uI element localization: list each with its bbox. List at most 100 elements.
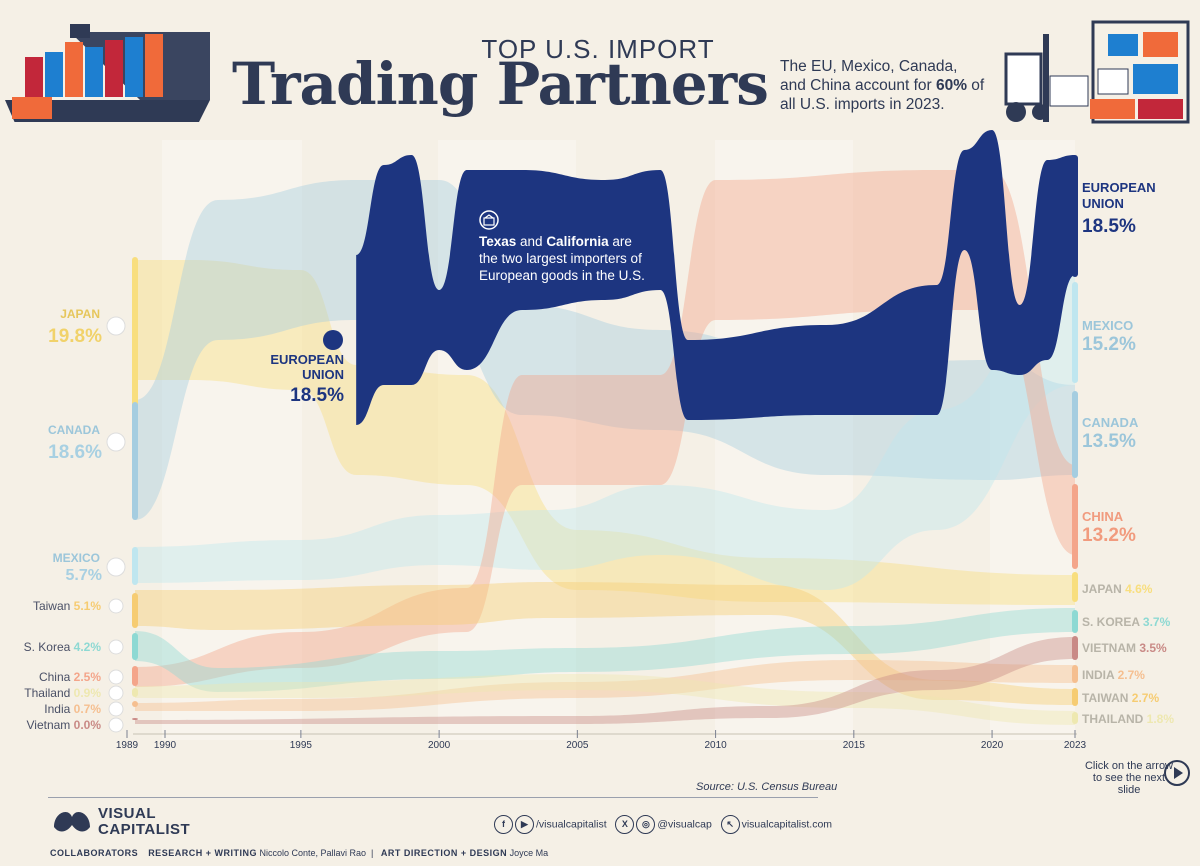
social-handle-1[interactable]: /visualcapitalist [536, 818, 607, 831]
annotation-connector: and [516, 234, 547, 249]
x-tick-label-2015: 2015 [843, 740, 866, 751]
eu-flag-icon [323, 330, 343, 350]
x-tick-label-2000: 2000 [428, 740, 451, 751]
subtitle-highlight: 60% [935, 77, 967, 94]
start-bar-korea [132, 633, 138, 660]
flag-icon-japan [106, 316, 126, 336]
x-tick-label-2020: 2020 [981, 740, 1004, 751]
end-bar-korea [1072, 610, 1078, 633]
building-icon [479, 210, 499, 230]
stream-eu [356, 130, 1075, 425]
eu-entry-pct: 18.5% [290, 385, 344, 406]
end-bar-eu [1072, 155, 1078, 277]
x-icon[interactable]: X [615, 815, 635, 834]
start-label-thailand: Thailand 0.9% [24, 686, 101, 700]
end-bar-mexico [1072, 282, 1078, 383]
eu-entry-name-1: EUROPEAN [270, 352, 344, 367]
art-names: Joyce Ma [509, 848, 549, 858]
website-link[interactable]: visualcapitalist.com [741, 818, 833, 831]
start-labels: JAPAN 19.8% CANADA 18.6% MEXICO 5.7% Taiwan 5.… [24, 307, 126, 733]
collaborators-label: COLLABORATORS [50, 848, 139, 858]
annotation-state-1: Texas [479, 234, 517, 249]
brand-logo-icon [50, 805, 94, 844]
flag-icon-korea [108, 639, 124, 655]
stream-mexico [135, 275, 1075, 590]
social-links: f ▶/visualcapitalist X ◎ @visualcap ↖ visual… [494, 815, 832, 834]
start-label-name-japan: JAPAN [60, 307, 100, 321]
end-label-pct-eu: 18.5% [1082, 216, 1136, 237]
start-label-china: China 2.5% [39, 670, 101, 684]
start-bar-japan [132, 257, 138, 410]
end-bar-china [1072, 484, 1078, 569]
annotation-text: are the two largest importers of Europea… [479, 234, 645, 283]
end-bar-india [1072, 665, 1078, 683]
subtitle-text-end: of all U.S. imports in 2023. [780, 77, 985, 113]
end-bar-vietnam [1072, 636, 1078, 660]
end-label-name2-eu: UNION [1082, 196, 1124, 211]
start-label-taiwan: Taiwan 5.1% [33, 599, 101, 613]
collaborators-line: COLLABORATORS RESEARCH + WRITING Niccolo… [50, 848, 549, 858]
footer-divider [48, 797, 818, 798]
end-label-vietnam: VIETNAM 3.5% [1082, 641, 1167, 655]
stream-india [135, 660, 1075, 711]
end-label-name-china: CHINA [1082, 509, 1124, 524]
end-bar-taiwan [1072, 688, 1078, 706]
end-label-pct-mexico: 15.2% [1082, 334, 1136, 355]
art-label: ART DIRECTION + DESIGN [380, 848, 508, 858]
next-arrow-button[interactable] [1164, 760, 1190, 786]
header-subtitle: The EU, Mexico, Canada, and China accoun… [780, 57, 985, 114]
end-bar-japan [1072, 572, 1078, 602]
flag-icon-china [108, 669, 124, 685]
stream-china [135, 170, 1075, 687]
page-title: Trading Partners [232, 50, 769, 118]
start-label-name-canada: CANADA [48, 423, 100, 437]
flag-icon-taiwan [108, 598, 124, 614]
x-axis: 1989 1990 1995 2000 2005 2010 2015 2020 2023 [116, 730, 1087, 751]
start-label-korea: S. Korea 4.2% [24, 640, 102, 654]
annotation-state-2: California [546, 234, 609, 249]
end-label-name-canada: CANADA [1082, 415, 1139, 430]
eu-entry-name-2: UNION [302, 367, 344, 382]
x-tick-label-1989: 1989 [116, 740, 139, 751]
brand-name: VISUAL CAPITALIST [98, 805, 191, 838]
start-bar-china [132, 666, 138, 686]
cursor-icon[interactable]: ↖ [720, 815, 740, 834]
research-names: Niccolo Conte, Pallavi Rao [259, 848, 367, 858]
x-tick-label-2005: 2005 [566, 740, 589, 751]
cargo-ship-illustration [0, 12, 215, 130]
stream-thailand [135, 674, 1075, 725]
start-label-india: India 0.7% [44, 702, 101, 716]
start-label-pct-canada: 18.6% [48, 442, 102, 463]
start-bar-taiwan [132, 593, 138, 628]
start-bar-india [132, 701, 138, 707]
end-label-taiwan: TAIWAN 2.7% [1082, 691, 1159, 705]
start-label-name-mexico: MEXICO [53, 551, 100, 565]
end-label-name-mexico: MEXICO [1082, 318, 1133, 333]
end-label-korea: S. KOREA 3.7% [1082, 615, 1171, 629]
start-label-pct-japan: 19.8% [48, 326, 102, 347]
end-label-thailand: THAILAND 1.8% [1082, 712, 1174, 726]
start-bar-thailand [132, 688, 138, 697]
end-label-japan: JAPAN 4.6% [1082, 582, 1153, 596]
x-tick-label-2010: 2010 [704, 740, 727, 751]
end-bars [1072, 155, 1078, 724]
youtube-icon[interactable]: ▶ [515, 815, 534, 834]
social-handle-2[interactable]: @visualcap [657, 818, 712, 831]
flag-icon-thailand [108, 685, 124, 701]
instagram-icon[interactable]: ◎ [636, 815, 656, 834]
end-label-name-eu: EUROPEAN [1082, 180, 1156, 195]
end-bar-thailand [1072, 712, 1078, 724]
end-label-pct-canada: 13.5% [1082, 431, 1136, 452]
source-note: Source: U.S. Census Bureau [696, 781, 838, 793]
x-tick-label-2023: 2023 [1064, 740, 1087, 751]
next-slide-note: Click on the arrow to see the next slide [1084, 760, 1174, 796]
stream-taiwan [135, 582, 1075, 705]
start-bar-mexico [132, 547, 138, 585]
facebook-icon[interactable]: f [494, 815, 513, 834]
eu-stream-layer [356, 130, 1075, 425]
start-bar-vietnam [132, 718, 138, 720]
end-label-india: INDIA 2.7% [1082, 668, 1145, 682]
